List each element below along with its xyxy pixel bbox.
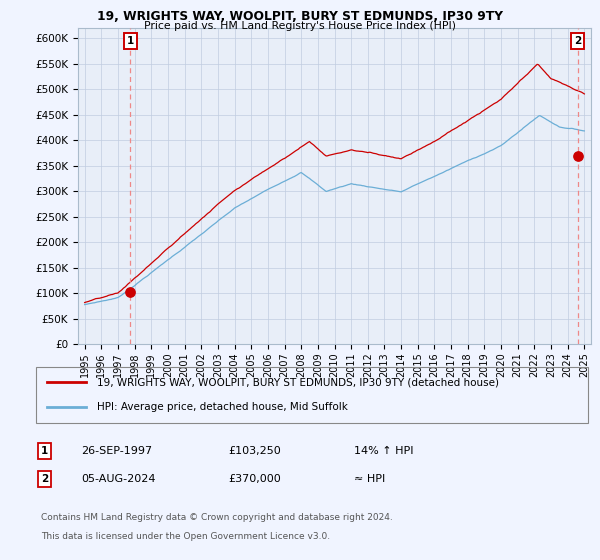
Text: 14% ↑ HPI: 14% ↑ HPI	[354, 446, 413, 456]
Text: 1: 1	[127, 36, 134, 46]
Text: 2: 2	[574, 36, 581, 46]
Text: 1: 1	[41, 446, 48, 456]
Text: Contains HM Land Registry data © Crown copyright and database right 2024.: Contains HM Land Registry data © Crown c…	[41, 514, 392, 522]
Text: £370,000: £370,000	[228, 474, 281, 484]
Text: £103,250: £103,250	[228, 446, 281, 456]
Text: This data is licensed under the Open Government Licence v3.0.: This data is licensed under the Open Gov…	[41, 532, 330, 541]
Text: Price paid vs. HM Land Registry's House Price Index (HPI): Price paid vs. HM Land Registry's House …	[144, 21, 456, 31]
Point	[125, 287, 135, 296]
Text: 26-SEP-1997: 26-SEP-1997	[81, 446, 152, 456]
Point	[573, 151, 583, 160]
Text: ≈ HPI: ≈ HPI	[354, 474, 385, 484]
Text: 19, WRIGHTS WAY, WOOLPIT, BURY ST EDMUNDS, IP30 9TY (detached house): 19, WRIGHTS WAY, WOOLPIT, BURY ST EDMUND…	[97, 377, 499, 388]
Text: 19, WRIGHTS WAY, WOOLPIT, BURY ST EDMUNDS, IP30 9TY: 19, WRIGHTS WAY, WOOLPIT, BURY ST EDMUND…	[97, 10, 503, 23]
Text: HPI: Average price, detached house, Mid Suffolk: HPI: Average price, detached house, Mid …	[97, 402, 347, 412]
Text: 2: 2	[41, 474, 48, 484]
Text: 05-AUG-2024: 05-AUG-2024	[81, 474, 155, 484]
